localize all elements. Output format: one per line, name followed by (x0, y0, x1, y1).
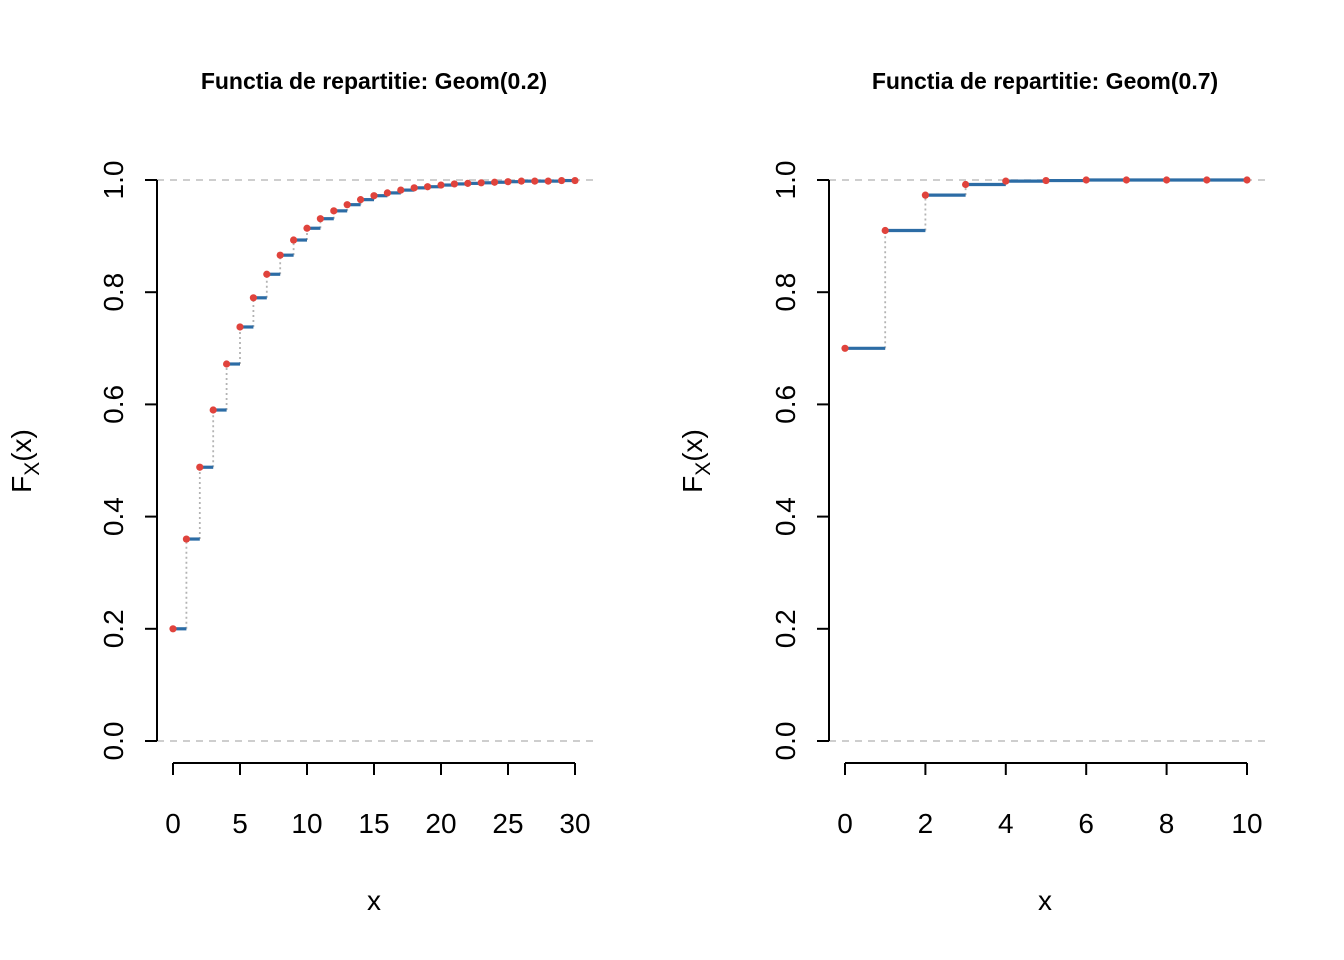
axis-ticks: 0.0 0.2 0.4 0.6 0.8 1.0 0 5 10 15 20 25 30 (98, 161, 591, 839)
data-point (303, 224, 311, 232)
data-point (263, 270, 271, 278)
data-point (209, 406, 217, 414)
data-point (1163, 176, 1171, 184)
data-point (182, 535, 190, 543)
x-tick-label: 15 (358, 808, 389, 839)
data-point (397, 186, 405, 194)
plot-area (157, 176, 593, 742)
y-axis-title-main: F (677, 476, 708, 493)
x-tick-label: 4 (998, 808, 1014, 839)
data-point (1082, 176, 1090, 184)
data-point (410, 184, 418, 192)
y-axis-title-main: F (6, 476, 37, 493)
axis-ticks: 0.0 0.2 0.4 0.6 0.8 1.0 0 2 4 6 8 10 (770, 161, 1263, 839)
x-axis-title: x (1038, 885, 1052, 916)
data-point (477, 179, 485, 187)
y-tick-label: 0.8 (98, 273, 129, 312)
data-point (437, 181, 445, 189)
y-axis-title-tail: (x) (677, 429, 708, 462)
x-tick-label: 20 (425, 808, 456, 839)
x-tick-label: 6 (1078, 808, 1094, 839)
y-tick-label: 0.4 (770, 497, 801, 536)
data-point (236, 323, 244, 331)
y-tick-label: 0.0 (770, 722, 801, 761)
y-tick-label: 1.0 (98, 161, 129, 200)
data-point (464, 179, 472, 187)
data-point (881, 226, 889, 235)
data-point (544, 177, 552, 185)
y-tick-label: 0.6 (98, 385, 129, 424)
data-point (1243, 176, 1251, 184)
y-axis-title-subscript: X (21, 462, 44, 476)
data-point (424, 183, 432, 191)
data-point (1042, 176, 1050, 185)
data-point (450, 180, 458, 188)
data-point (491, 178, 499, 186)
y-tick-label: 0.2 (98, 609, 129, 648)
y-tick-label: 0.2 (770, 609, 801, 648)
data-point (276, 251, 284, 259)
plot-area (829, 176, 1265, 742)
data-point (921, 191, 930, 199)
data-point (169, 625, 177, 633)
data-point (223, 360, 231, 368)
y-axis-title-subscript: X (692, 462, 715, 476)
y-axis-title-tail: (x) (6, 429, 37, 462)
x-tick-label: 25 (492, 808, 523, 839)
y-axis-title: FX(x) (677, 429, 715, 493)
chart-title: Functia de repartitie: Geom(0.2) (201, 68, 547, 94)
data-point (357, 196, 365, 204)
data-point (841, 344, 849, 352)
x-tick-label: 0 (165, 808, 181, 839)
y-tick-label: 0.4 (98, 497, 129, 536)
y-tick-label: 0.6 (770, 385, 801, 424)
x-tick-label: 5 (232, 808, 248, 839)
data-point (249, 294, 257, 302)
chart-panel-geom-0-2: Functia de repartitie: Geom(0.2) 0.00.20… (6, 68, 593, 916)
x-tick-label: 0 (837, 808, 853, 839)
y-axis-title: FX(x) (6, 429, 44, 493)
data-point (558, 176, 566, 185)
data-point (531, 177, 539, 185)
data-point (571, 176, 579, 185)
data-point (290, 236, 298, 244)
x-tick-label: 10 (1231, 808, 1262, 839)
x-tick-label: 8 (1159, 808, 1175, 839)
data-point (1122, 176, 1130, 184)
data-point (962, 180, 970, 189)
x-tick-label: 2 (918, 808, 934, 839)
chart-panel-geom-0-7: Functia de repartitie: Geom(0.7) 0.00.20… (677, 68, 1265, 916)
data-point (383, 189, 391, 197)
data-point (196, 463, 204, 471)
x-tick-label: 10 (291, 808, 322, 839)
chart-title: Functia de repartitie: Geom(0.7) (872, 68, 1218, 94)
y-tick-label: 0.0 (98, 722, 129, 761)
data-point (517, 177, 526, 185)
data-point (504, 178, 512, 186)
x-tick-label: 30 (559, 808, 590, 839)
y-tick-label: 0.8 (770, 273, 801, 312)
data-point (1002, 177, 1010, 185)
x-axis-title: x (367, 885, 381, 916)
y-tick-label: 1.0 (770, 161, 801, 200)
data-point (330, 207, 338, 215)
data-point (370, 192, 378, 200)
data-point (1203, 176, 1211, 184)
data-point (343, 201, 351, 209)
data-point (316, 215, 324, 223)
